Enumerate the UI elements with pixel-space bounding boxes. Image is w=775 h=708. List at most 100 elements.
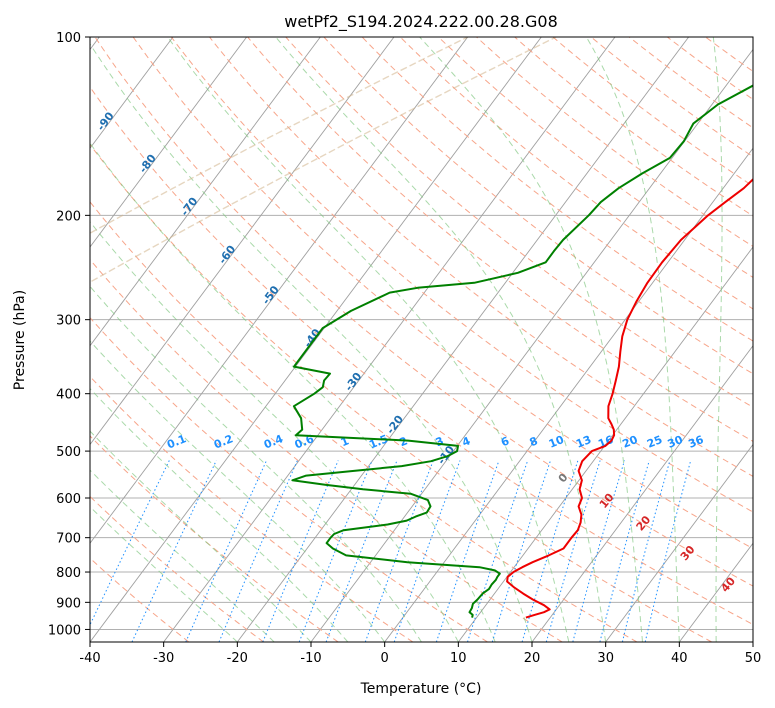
mixing-ratio-line <box>572 460 625 642</box>
isotherm-line <box>310 48 753 642</box>
dry-adiabat-line <box>438 37 753 278</box>
dry-adiabat-line <box>476 37 753 248</box>
mixing-ratio-label: 25 <box>645 433 664 451</box>
moist-adiabat-line <box>90 340 386 642</box>
sounding-profiles <box>291 84 753 619</box>
x-tick-label: 50 <box>745 651 762 666</box>
y-tick-label: 400 <box>56 388 81 403</box>
x-tick-label: 20 <box>524 651 541 666</box>
x-axis: -40 -30 -20 -10 0 10 20 30 40 50 <box>79 642 761 666</box>
mixing-ratio-line <box>644 460 692 642</box>
y-tick-label: 200 <box>56 209 81 224</box>
y-tick-label: 600 <box>56 492 81 507</box>
dry-adiabat-line <box>361 37 753 342</box>
moist-adiabat-line <box>90 430 312 642</box>
dry-adiabat-line <box>285 37 753 408</box>
dry-adiabat-line <box>514 37 753 217</box>
moist-adiabat-line <box>419 37 643 642</box>
mixing-ratio-line <box>218 460 298 642</box>
mixing-ratio-label: 8 <box>528 434 540 449</box>
isotherm-line <box>90 37 542 642</box>
dry-adiabat-line <box>90 316 488 642</box>
dry-adiabat-line <box>132 37 753 550</box>
moist-adiabat-line <box>90 43 533 642</box>
dry-adiabat-line <box>90 86 753 626</box>
mixing-ratio-label: 1 <box>339 434 351 449</box>
mixing-ratio-label: 30 <box>666 433 685 451</box>
isotherm-line <box>605 443 753 642</box>
x-tick-label: -20 <box>227 651 248 666</box>
mixing-ratio-label: 16 <box>596 433 615 451</box>
dry-adiabat-line <box>552 37 753 187</box>
isotherm-line <box>163 37 616 642</box>
temperature-profile-line <box>506 178 753 619</box>
tan-reference-curve <box>90 37 557 283</box>
mixing-ratio-line <box>599 460 650 642</box>
moist-adiabat-line <box>585 37 680 642</box>
mixing-ratio-line <box>185 460 267 642</box>
mixing-ratio-label: 20 <box>621 433 640 451</box>
isotherm-line <box>384 147 753 642</box>
x-tick-label: -30 <box>153 651 174 666</box>
isotherm-line <box>236 37 690 642</box>
mixing-ratio-line <box>325 460 398 642</box>
moist-adiabat-line <box>90 387 349 642</box>
y-tick-label: 500 <box>56 445 81 460</box>
y-axis: 100 200 300 400 500 600 700 800 900 1000 <box>48 31 90 638</box>
x-tick-label: -10 <box>300 651 321 666</box>
dry-adiabat-line <box>590 37 753 158</box>
dry-adiabat-line <box>247 37 753 442</box>
mixing-ratio-label: 13 <box>574 433 593 451</box>
dry-adiabat-line <box>90 375 414 642</box>
moist-adiabat-line <box>90 505 238 642</box>
x-tick-label: 40 <box>671 651 688 666</box>
dry-adiabat-line <box>90 495 264 642</box>
moist-adiabat-line <box>712 37 723 642</box>
chart-title: wetPf2_S194.2024.222.00.28.G08 <box>284 12 558 32</box>
dry-adiabat-line <box>94 37 753 587</box>
x-tick-label: 30 <box>597 651 614 666</box>
x-axis-label: Temperature (°C) <box>360 681 482 697</box>
dry-adiabat-line <box>90 258 563 642</box>
y-tick-label: 900 <box>56 596 81 611</box>
tan-reference-curve <box>90 37 469 234</box>
dry-adiabat-line <box>323 37 753 375</box>
dry-adiabat-line <box>90 201 638 642</box>
isotherm-line <box>90 37 248 248</box>
dewpoint-profile-line <box>291 84 753 618</box>
isotherm-line <box>90 37 174 150</box>
moist-adiabat-line <box>167 37 570 642</box>
mixing-ratio-line <box>90 460 170 626</box>
plot-frame <box>89 36 754 643</box>
isotherm-line <box>90 37 469 545</box>
y-tick-label: 1000 <box>48 623 81 638</box>
mixing-ratio-line <box>131 460 217 642</box>
mixing-ratio-line <box>262 460 339 642</box>
y-tick-label: 100 <box>56 31 81 46</box>
mixing-ratio-line <box>298 460 373 642</box>
mixing-ratio-label: 36 <box>686 433 705 451</box>
y-tick-label: 300 <box>56 314 81 329</box>
isotherm-line <box>90 37 395 446</box>
y-axis-label: Pressure (hPa) <box>12 290 28 390</box>
mixing-ratio-line <box>621 460 671 642</box>
dry-adiabat-line <box>209 37 753 477</box>
moist-adiabat-line <box>90 469 275 642</box>
moist-adiabat-line <box>275 37 607 642</box>
isotherm-line <box>531 345 753 642</box>
mixing-ratio-label: 2 <box>398 434 410 449</box>
mixing-ratio-label: 10 <box>547 433 566 451</box>
x-tick-label: 0 <box>381 651 389 666</box>
mixing-ratio-line <box>364 460 434 642</box>
isotherm-line <box>90 37 321 347</box>
mixing-ratio-label: 3 <box>434 434 446 449</box>
x-tick-label: -40 <box>79 651 100 666</box>
y-tick-label: 800 <box>56 566 81 581</box>
thermodynamic-background <box>90 37 753 642</box>
mixing-ratio-line <box>393 460 461 642</box>
isotherm-line <box>457 246 753 642</box>
moist-adiabat-line <box>90 285 422 642</box>
x-tick-label: 10 <box>450 651 467 666</box>
